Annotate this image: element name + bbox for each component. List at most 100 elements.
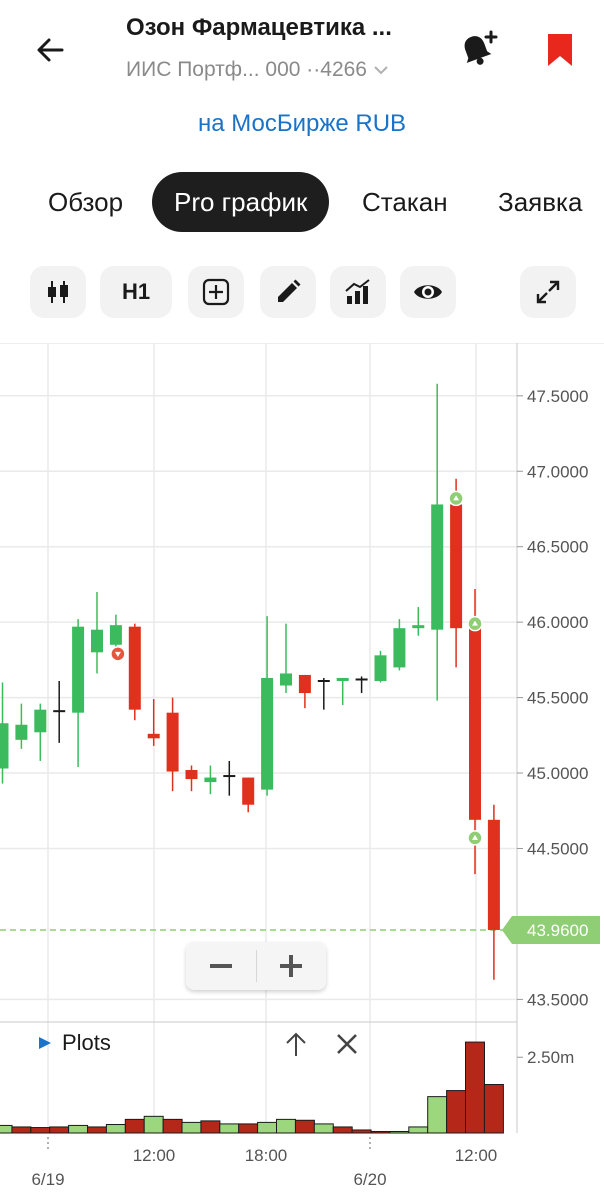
instrument-title: Озон Фармацевтика ... bbox=[126, 14, 392, 41]
volume-bar bbox=[276, 1118, 296, 1134]
plots-toggle[interactable]: Plots bbox=[38, 1030, 111, 1056]
close-pane-button[interactable] bbox=[334, 1031, 360, 1057]
candle-body bbox=[393, 628, 406, 668]
volume-bar bbox=[87, 1126, 107, 1134]
trade-marker-arrow bbox=[114, 651, 121, 657]
add-indicator-icon bbox=[202, 278, 230, 306]
price-tick-label: 45.0000 bbox=[527, 764, 588, 783]
volume-bar bbox=[0, 1124, 13, 1134]
trade-marker-arrow bbox=[472, 620, 478, 626]
volume-bar bbox=[105, 1124, 126, 1134]
price-axis: 47.5000 47.0000 46.5000 46.0000 45.5000 45.00… bbox=[517, 387, 588, 1009]
candles bbox=[0, 383, 500, 980]
price-tick-label: 45.5000 bbox=[527, 689, 588, 708]
back-button[interactable] bbox=[24, 24, 76, 76]
tab-pro-chart[interactable]: Pro график bbox=[152, 172, 330, 232]
candle-body bbox=[166, 712, 179, 772]
eye-icon bbox=[414, 285, 442, 299]
time-tick-label: 12:00 bbox=[455, 1146, 498, 1165]
volume-bar bbox=[162, 1118, 183, 1134]
time-tick-label: 6/20 bbox=[353, 1170, 386, 1189]
trade-markers bbox=[110, 490, 483, 846]
price-tick-label: 43.5000 bbox=[527, 990, 588, 1009]
close-icon bbox=[337, 1034, 357, 1054]
arrow-left-icon bbox=[37, 38, 64, 62]
plus-icon bbox=[280, 955, 303, 977]
candle-body bbox=[15, 724, 28, 740]
chart-type-button[interactable] bbox=[30, 266, 86, 318]
candle-body bbox=[34, 709, 47, 733]
candle-body bbox=[0, 723, 9, 769]
volume-bar bbox=[313, 1123, 334, 1134]
volume-bar bbox=[219, 1123, 240, 1134]
interval-button[interactable]: H1 bbox=[100, 266, 172, 318]
price-tick-label: 46.5000 bbox=[527, 538, 588, 557]
last-price-value: 43.9600 bbox=[527, 921, 588, 940]
indicators-button[interactable] bbox=[330, 266, 386, 318]
zoom-controls bbox=[186, 942, 326, 990]
candle-body bbox=[450, 504, 463, 629]
pencil-icon bbox=[278, 279, 301, 302]
trade-marker-arrow bbox=[453, 495, 460, 501]
volume-bar bbox=[257, 1121, 278, 1134]
tab-order-book[interactable]: Стакан bbox=[362, 187, 448, 217]
volume-bar bbox=[446, 1090, 467, 1134]
last-price-tag: 43.9600 bbox=[502, 916, 600, 944]
price-chart[interactable]: 47.5000 47.0000 46.5000 46.0000 45.5000 45.00… bbox=[0, 343, 604, 1200]
triangle-right-icon bbox=[39, 1037, 51, 1049]
zoom-out-button[interactable] bbox=[186, 942, 256, 990]
candle-body bbox=[204, 777, 217, 783]
price-tick-label: 47.0000 bbox=[527, 462, 588, 481]
candle-body bbox=[280, 673, 292, 686]
candle-body bbox=[242, 777, 255, 805]
time-tick-label: 12:00 bbox=[133, 1146, 176, 1165]
drawing-tools-button[interactable] bbox=[260, 266, 316, 318]
candle-body bbox=[412, 625, 425, 629]
volume-bar bbox=[465, 1041, 485, 1134]
move-pane-up-button[interactable] bbox=[282, 1030, 310, 1058]
account-selector[interactable]: ИИС Портф... 000 ··4266 bbox=[126, 58, 389, 82]
candle-body bbox=[469, 628, 481, 820]
volume-bar bbox=[370, 1130, 391, 1134]
fullscreen-button[interactable] bbox=[520, 266, 576, 318]
favorite-button[interactable] bbox=[534, 24, 586, 76]
bookmark-icon bbox=[548, 34, 572, 66]
bell-plus-icon bbox=[464, 30, 498, 65]
candlestick-icon bbox=[48, 281, 68, 303]
volume-bar bbox=[49, 1126, 70, 1134]
candle-body bbox=[431, 504, 444, 630]
tab-order[interactable]: Заявка bbox=[498, 187, 583, 217]
volume-bar bbox=[238, 1123, 259, 1134]
volume-bar bbox=[408, 1126, 429, 1134]
candle-body bbox=[261, 677, 274, 790]
candle-body bbox=[109, 625, 122, 645]
volume-bar bbox=[389, 1130, 410, 1134]
volume-bar bbox=[11, 1126, 32, 1134]
price-tick-label: 47.5000 bbox=[527, 387, 588, 406]
candle-body bbox=[72, 626, 85, 713]
volume-axis-tick: 2.50m bbox=[527, 1048, 574, 1067]
zoom-in-button[interactable] bbox=[257, 942, 327, 990]
plots-label: Plots bbox=[62, 1030, 111, 1055]
chevron-down-icon bbox=[374, 66, 388, 75]
time-tick-label: 6/19 bbox=[31, 1170, 64, 1189]
tab-overview[interactable]: Обзор bbox=[48, 187, 124, 217]
fullscreen-icon bbox=[536, 280, 560, 304]
time-axis: 6/19 12:00 18:00 6/20 12:00 bbox=[31, 1137, 497, 1189]
add-alert-button[interactable] bbox=[452, 24, 504, 76]
volume-bar bbox=[200, 1120, 221, 1134]
trade-marker-arrow bbox=[472, 834, 478, 840]
volume-bar bbox=[30, 1127, 51, 1134]
chart-bars-icon bbox=[345, 279, 370, 304]
volume-bar bbox=[427, 1096, 448, 1134]
tab-bar: Обзор Pro график Стакан Заявка bbox=[0, 172, 604, 232]
candle-body bbox=[487, 819, 500, 930]
visibility-button[interactable] bbox=[400, 266, 456, 318]
candle-body bbox=[91, 629, 103, 653]
volume-bar bbox=[181, 1121, 202, 1134]
candle-body bbox=[336, 677, 349, 681]
add-indicator-button[interactable] bbox=[188, 266, 244, 318]
volume-bar bbox=[143, 1115, 164, 1134]
exchange-label[interactable]: на МосБирже RUB bbox=[197, 110, 407, 137]
arrow-up-icon bbox=[286, 1032, 306, 1056]
